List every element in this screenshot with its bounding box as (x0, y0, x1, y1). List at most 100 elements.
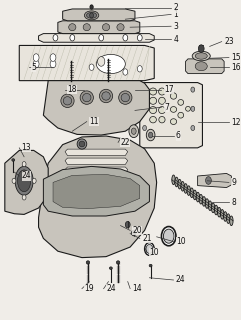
Ellipse shape (12, 159, 15, 161)
Ellipse shape (178, 112, 184, 118)
Circle shape (90, 13, 94, 18)
Circle shape (99, 35, 104, 41)
Ellipse shape (193, 190, 196, 200)
Text: 18: 18 (67, 85, 77, 94)
Ellipse shape (178, 179, 181, 189)
Circle shape (132, 230, 136, 236)
Ellipse shape (181, 181, 184, 191)
Polygon shape (65, 167, 128, 173)
Circle shape (191, 106, 195, 111)
Polygon shape (65, 176, 128, 182)
Circle shape (143, 106, 147, 111)
Text: 19: 19 (84, 284, 94, 293)
Text: 24: 24 (106, 284, 116, 293)
Circle shape (148, 132, 153, 138)
Text: 15: 15 (231, 53, 241, 62)
Ellipse shape (211, 203, 215, 213)
Ellipse shape (199, 195, 203, 204)
Ellipse shape (69, 24, 76, 31)
Ellipse shape (192, 51, 210, 61)
Circle shape (22, 162, 26, 167)
Ellipse shape (227, 214, 230, 223)
Polygon shape (58, 21, 140, 34)
Ellipse shape (83, 24, 90, 31)
Circle shape (33, 54, 39, 61)
Circle shape (143, 125, 147, 131)
Circle shape (53, 35, 58, 41)
Text: 13: 13 (22, 143, 31, 152)
Text: 3: 3 (174, 22, 178, 31)
Polygon shape (5, 150, 48, 214)
Ellipse shape (149, 97, 157, 104)
Text: 11: 11 (89, 117, 99, 126)
Text: 20: 20 (133, 226, 142, 235)
Ellipse shape (159, 116, 165, 123)
Circle shape (123, 69, 128, 75)
Ellipse shape (109, 267, 112, 269)
Ellipse shape (178, 100, 184, 105)
Ellipse shape (190, 188, 194, 197)
Ellipse shape (119, 91, 132, 104)
Ellipse shape (82, 93, 91, 102)
Circle shape (50, 54, 56, 61)
Ellipse shape (63, 97, 72, 105)
Circle shape (50, 60, 56, 68)
Ellipse shape (102, 92, 110, 100)
Circle shape (206, 177, 211, 184)
Circle shape (143, 87, 147, 92)
Ellipse shape (196, 192, 200, 202)
Polygon shape (43, 81, 149, 135)
Circle shape (161, 227, 176, 246)
Ellipse shape (159, 88, 165, 95)
Circle shape (146, 244, 153, 253)
Ellipse shape (170, 119, 177, 124)
Circle shape (32, 178, 36, 183)
Polygon shape (19, 45, 154, 81)
Text: 7: 7 (164, 103, 169, 112)
Ellipse shape (86, 261, 90, 264)
Ellipse shape (102, 24, 110, 31)
Text: 9: 9 (231, 178, 236, 187)
Ellipse shape (149, 107, 157, 114)
Polygon shape (186, 59, 224, 74)
Polygon shape (39, 136, 157, 258)
Ellipse shape (175, 177, 178, 187)
Polygon shape (198, 173, 231, 188)
Ellipse shape (87, 12, 97, 18)
Ellipse shape (195, 53, 207, 59)
Text: 10: 10 (176, 237, 186, 246)
Ellipse shape (202, 196, 206, 206)
Circle shape (89, 64, 94, 70)
Ellipse shape (170, 107, 177, 112)
Text: 17: 17 (164, 85, 174, 94)
Text: 24: 24 (176, 276, 186, 284)
Ellipse shape (121, 93, 130, 102)
Ellipse shape (159, 97, 165, 104)
Ellipse shape (186, 106, 190, 111)
Polygon shape (39, 34, 154, 42)
Ellipse shape (230, 216, 233, 226)
Circle shape (98, 57, 105, 66)
Ellipse shape (195, 62, 207, 71)
Circle shape (129, 125, 139, 138)
Polygon shape (65, 158, 128, 164)
Ellipse shape (187, 186, 190, 196)
Ellipse shape (79, 141, 85, 147)
Ellipse shape (159, 107, 165, 114)
Polygon shape (63, 9, 135, 21)
Circle shape (33, 60, 39, 68)
Polygon shape (65, 149, 128, 156)
Polygon shape (43, 166, 149, 216)
Ellipse shape (205, 199, 209, 208)
Polygon shape (140, 83, 202, 148)
Ellipse shape (224, 212, 227, 221)
Ellipse shape (77, 139, 87, 149)
Text: 16: 16 (231, 63, 241, 72)
Circle shape (90, 5, 93, 9)
Ellipse shape (149, 264, 152, 267)
Ellipse shape (117, 24, 124, 31)
Text: 21: 21 (142, 234, 152, 243)
Ellipse shape (149, 88, 157, 95)
Ellipse shape (84, 11, 99, 20)
Circle shape (191, 87, 195, 92)
